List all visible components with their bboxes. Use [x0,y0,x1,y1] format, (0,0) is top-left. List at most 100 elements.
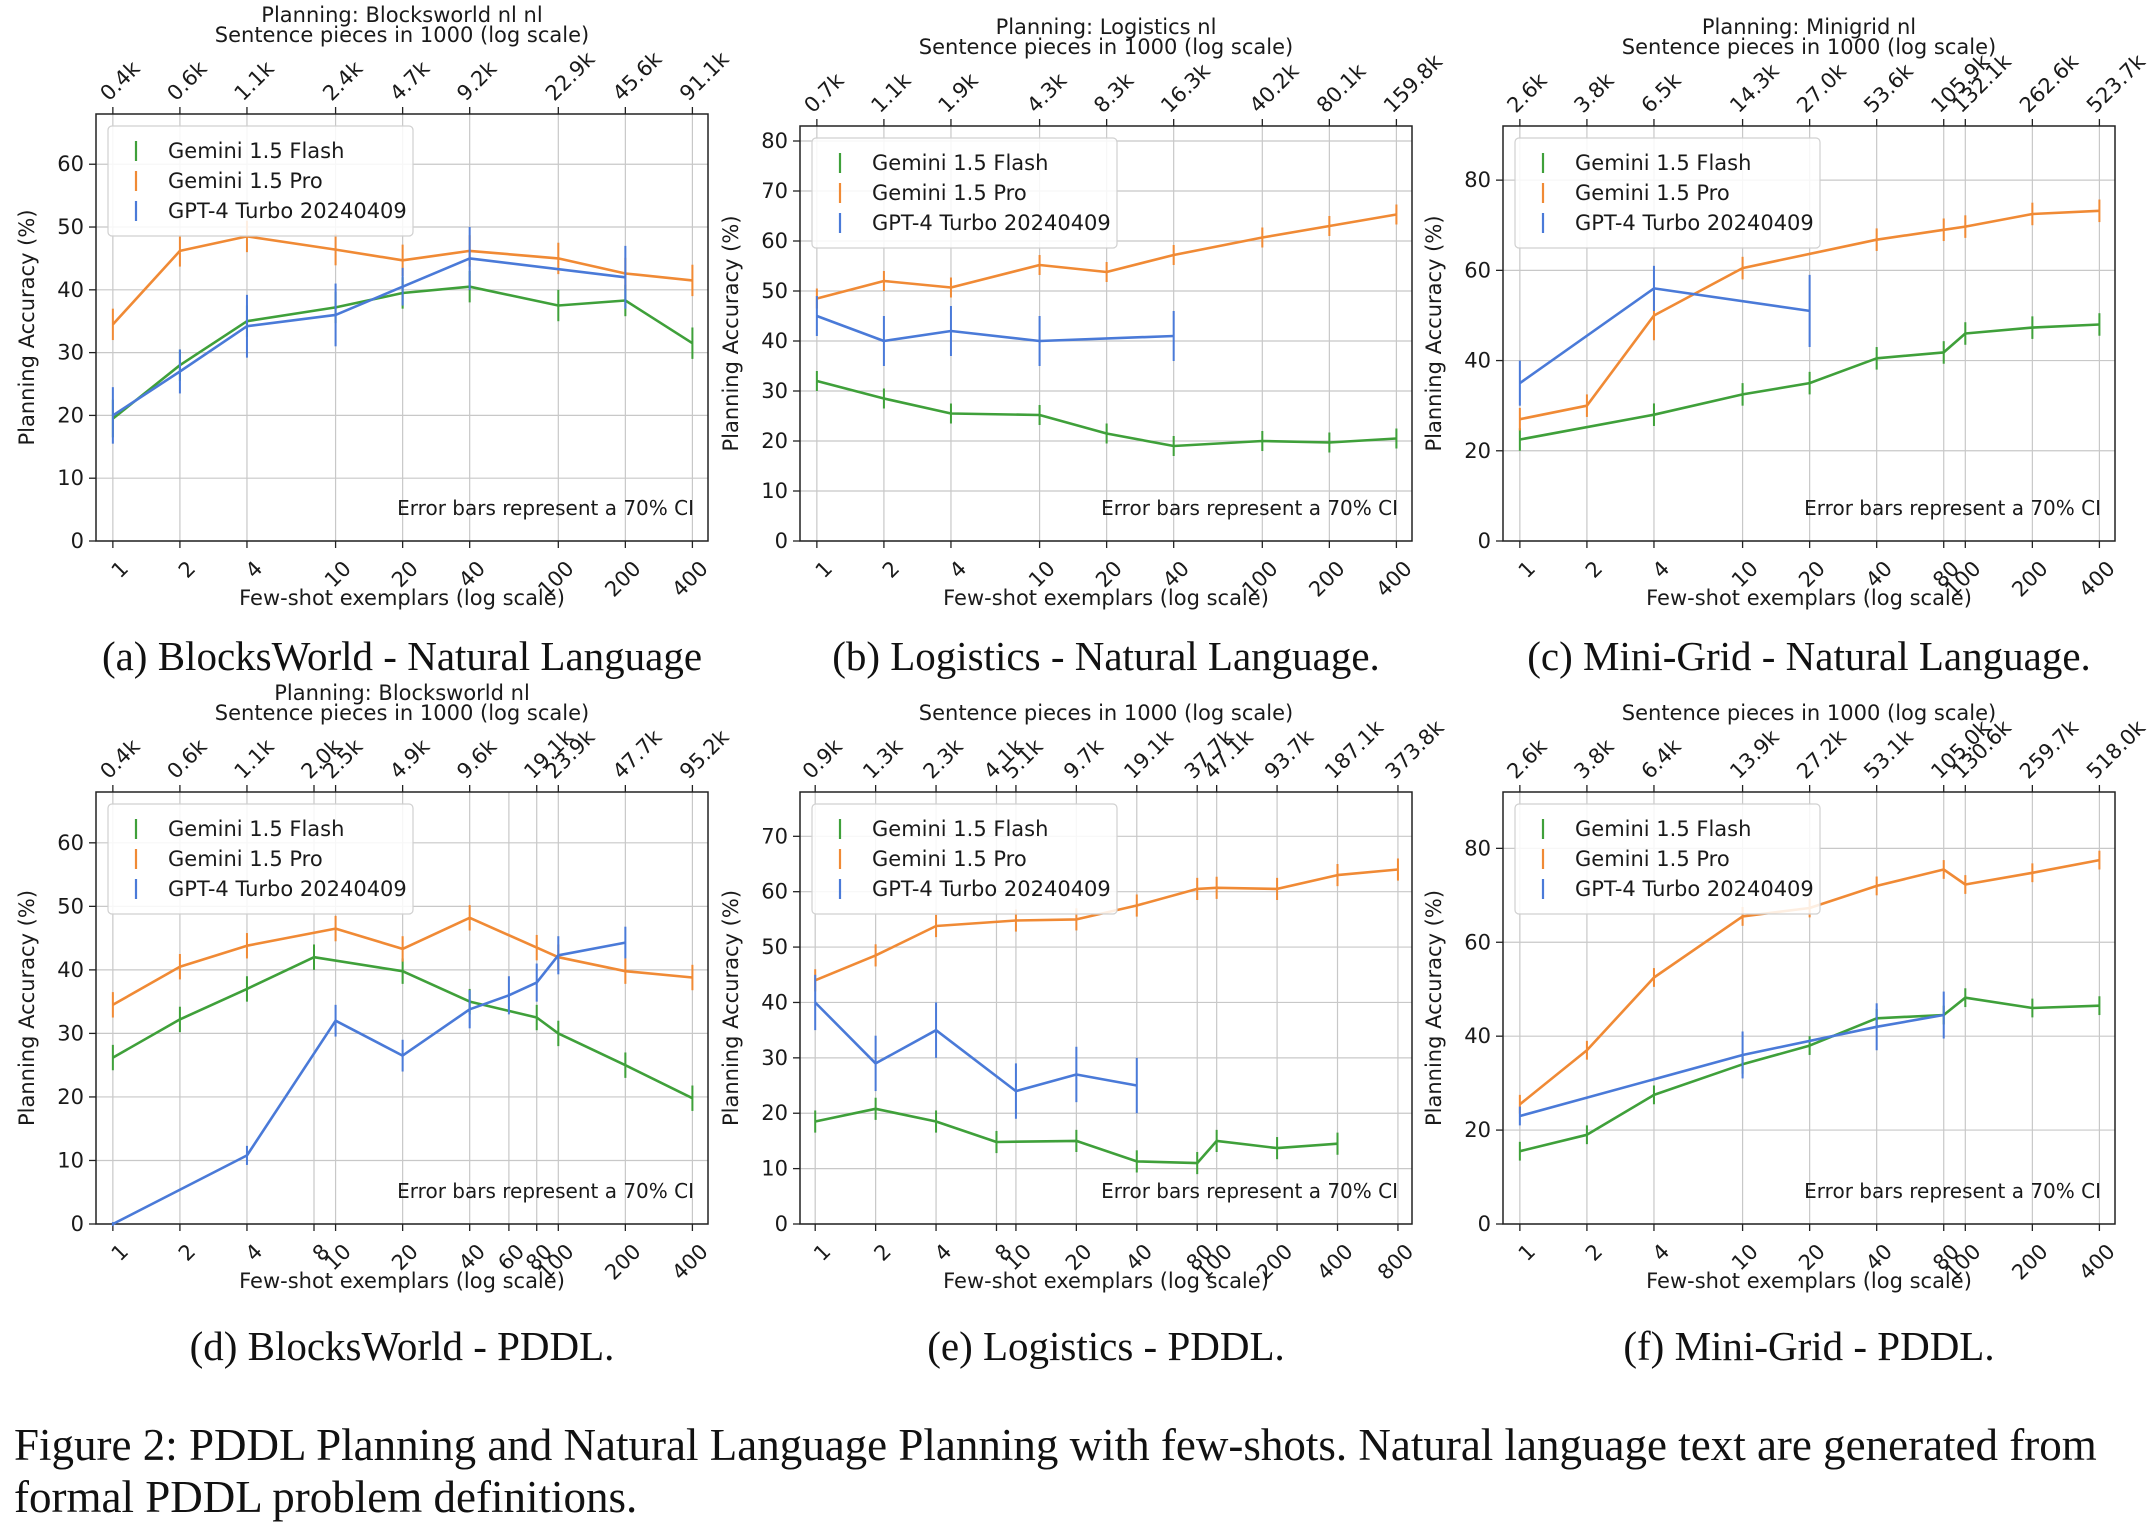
legend-entry: GPT-4 Turbo 20240409 [168,199,407,223]
legend-entry: GPT-4 Turbo 20240409 [168,877,407,901]
y-tick-label: 30 [57,1021,84,1045]
top-tick-label: 262.6k [2015,49,2084,118]
subfigure-caption: (b) Logistics - Natural Language. [832,633,1380,679]
y-axis-label: Planning Accuracy (%) [719,215,743,451]
y-tick-label: 20 [1464,1118,1491,1142]
x-tick-label: 1 [1514,1239,1540,1265]
y-tick-label: 30 [761,379,788,403]
x-tick-label: 2 [174,556,200,582]
y-tick-label: 60 [1464,258,1491,282]
top-tick-label: 45.6k [608,46,667,105]
subfigure-caption: (f) Mini-Grid - PDDL. [1623,1323,1994,1369]
series-pro [111,220,694,341]
top-axis-label: Sentence pieces in 1000 (log scale) [215,23,589,47]
series-gpt4 [1518,265,1811,406]
top-tick-label: 16.3k [1156,58,1215,117]
top-tick-label: 0.4k [95,734,145,784]
top-axis-label: Sentence pieces in 1000 (log scale) [1622,701,1996,725]
y-tick-label: 60 [57,831,84,855]
y-tick-label: 50 [57,215,84,239]
series-line [814,1107,1338,1165]
subfigure-caption: (c) Mini-Grid - Natural Language. [1527,633,2091,679]
y-tick-label: 60 [57,152,84,176]
x-axis-label: Few-shot exemplars (log scale) [239,1269,565,1293]
top-tick-label: 4.7k [385,56,435,106]
x-tick-label: 2 [174,1239,200,1265]
top-tick-label: 19.1k [1119,724,1178,783]
legend-entry: GPT-4 Turbo 20240409 [1575,877,1814,901]
top-tick-label: 0.6k [162,56,212,106]
legend-box [107,125,414,237]
x-axis-label: Few-shot exemplars (log scale) [943,586,1269,610]
legend-box [811,803,1118,915]
y-tick-label: 40 [761,990,788,1014]
top-tick-label: 91.1k [675,46,734,105]
series-line [1519,996,2100,1153]
y-tick-label: 20 [57,1085,84,1109]
x-tick-label: 200 [600,1239,645,1284]
top-tick-label: 1.3k [858,734,908,784]
series-gpt4 [815,296,1175,366]
top-axis-label: Sentence pieces in 1000 (log scale) [919,35,1293,59]
y-tick-label: 50 [57,894,84,918]
y-tick-label: 40 [57,278,84,302]
x-tick-label: 2 [1581,556,1607,582]
top-tick-label: 53.6k [1859,58,1918,117]
y-tick-label: 0 [1478,529,1491,553]
series-line [1519,287,1810,385]
legend-entry: Gemini 1.5 Flash [1575,151,1751,175]
x-tick-label: 200 [600,556,645,601]
y-tick-label: 0 [71,529,84,553]
subfigure-caption: (d) BlocksWorld - PDDL. [190,1323,615,1369]
y-tick-label: 70 [761,179,788,203]
series-flash [1518,313,2101,451]
x-tick-label: 800 [1373,1239,1418,1284]
figure-caption-line-2: formal PDDL problem definitions. [14,1472,637,1522]
top-tick-label: 95.2k [675,724,734,783]
legend-entry: Gemini 1.5 Flash [872,817,1048,841]
top-tick-label: 1.1k [230,734,280,784]
top-tick-label: 4.9k [385,734,435,784]
x-tick-label: 1 [809,1239,835,1265]
x-tick-label: 400 [1371,556,1416,601]
y-tick-label: 30 [761,1046,788,1070]
legend-entry: Gemini 1.5 Pro [168,847,323,871]
legend-entry: Gemini 1.5 Pro [168,169,323,193]
top-tick-label: 6.5k [1637,68,1687,118]
x-tick-label: 400 [1312,1239,1357,1284]
x-tick-label: 1 [107,1239,133,1265]
top-tick-label: 0.4k [95,56,145,106]
x-axis-label: Few-shot exemplars (log scale) [239,586,565,610]
y-tick-label: 0 [775,529,788,553]
y-axis-label: Planning Accuracy (%) [15,209,39,445]
top-tick-label: 13.9k [1725,724,1784,783]
chart-title: Planning: Logistics nl [996,15,1217,39]
y-tick-label: 20 [761,1101,788,1125]
top-tick-label: 80.1k [1312,58,1371,117]
x-tick-label: 4 [1648,556,1674,582]
top-tick-label: 0.9k [798,734,848,784]
top-tick-label: 6.4k [1637,734,1687,784]
top-tick-label: 523.7k [2082,49,2150,118]
series-pro [1518,850,2101,1114]
figure-caption-line-1: Figure 2: PDDL Planning and Natural Lang… [14,1420,2097,1470]
top-tick-label: 259.7k [2015,715,2084,784]
top-tick-label: 22.9k [541,46,600,105]
y-tick-label: 40 [1464,349,1491,373]
y-tick-label: 80 [1464,836,1491,860]
chart-title: Planning: Blocksworld nl nl [261,3,542,27]
top-tick-label: 2.6k [1502,68,1552,118]
top-tick-label: 14.3k [1725,58,1784,117]
y-tick-label: 60 [1464,930,1491,954]
error-bar-annotation: Error bars represent a 70% CI [1804,1179,2101,1203]
legend-entry: Gemini 1.5 Flash [168,817,344,841]
series-line [814,1001,1138,1093]
y-axis-label: Planning Accuracy (%) [719,890,743,1126]
legend-entry: Gemini 1.5 Flash [872,151,1048,175]
series-pro [111,905,694,1018]
x-tick-label: 4 [945,556,971,582]
series-line [816,314,1174,343]
error-bar-annotation: Error bars represent a 70% CI [1101,1179,1398,1203]
